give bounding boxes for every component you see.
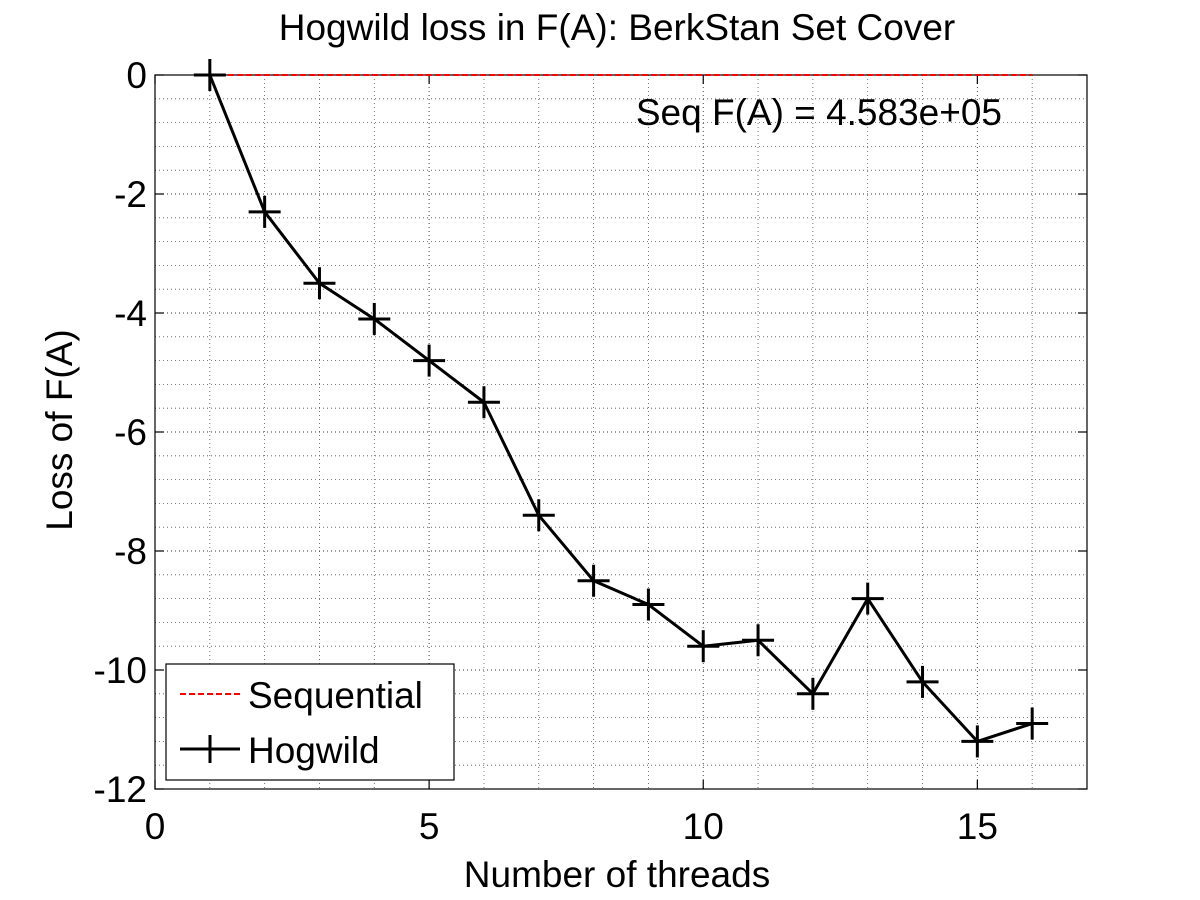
data-point xyxy=(193,59,226,91)
chart-annotation: Seq F(A) = 4.583e+05 xyxy=(636,92,1002,133)
data-point xyxy=(796,677,829,710)
legend-box xyxy=(165,663,455,781)
data-point xyxy=(851,582,884,615)
legend-label-sequential: Sequential xyxy=(248,675,423,716)
axis-ticks xyxy=(154,74,1087,790)
data-point xyxy=(522,499,555,532)
data-point xyxy=(1016,707,1049,740)
y-tick-label: -8 xyxy=(114,531,147,572)
legend-label-hogwild: Hogwild xyxy=(248,730,380,771)
tick-labels: 0 5 10 15 0 -2 -4 -6 -8 -10 -12 xyxy=(94,55,998,847)
x-tick-label: 15 xyxy=(957,806,998,847)
data-point xyxy=(742,624,775,657)
data-point xyxy=(577,564,610,597)
data-point xyxy=(632,588,665,621)
chart-title: Hogwild loss in F(A): BerkStan Set Cover xyxy=(279,7,956,48)
legend: Sequential Hogwild xyxy=(165,663,455,781)
series-line-hogwild xyxy=(208,74,1033,743)
x-tick-label: 5 xyxy=(419,806,440,847)
y-tick-label: -4 xyxy=(114,293,147,334)
data-point xyxy=(906,665,939,698)
data-point xyxy=(413,344,446,377)
y-tick-label: -2 xyxy=(114,174,147,215)
data-point xyxy=(687,630,720,663)
x-tick-label: 0 xyxy=(145,806,166,847)
y-axis-label: Loss of F(A) xyxy=(39,329,80,531)
data-point xyxy=(303,267,336,300)
data-point xyxy=(961,725,994,758)
y-tick-label: 0 xyxy=(126,55,147,96)
y-tick-label: -12 xyxy=(94,769,147,810)
y-tick-label: -10 xyxy=(94,650,147,691)
x-tick-label: 10 xyxy=(683,806,724,847)
legend-marker-hogwild xyxy=(196,735,224,763)
data-point xyxy=(248,195,281,228)
data-point xyxy=(358,302,391,335)
x-axis-label: Number of threads xyxy=(464,854,770,895)
data-point xyxy=(467,386,500,419)
series-layer xyxy=(193,59,1049,758)
y-tick-label: -6 xyxy=(114,412,147,453)
